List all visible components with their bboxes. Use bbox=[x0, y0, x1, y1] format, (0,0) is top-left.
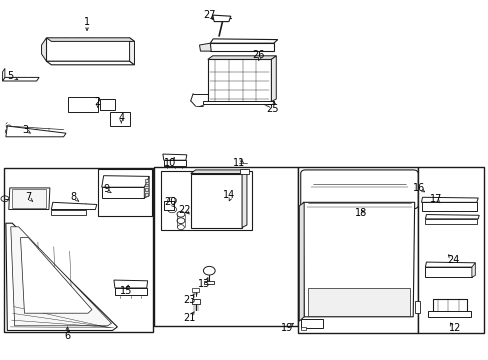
Polygon shape bbox=[100, 99, 115, 110]
Polygon shape bbox=[9, 188, 50, 210]
Polygon shape bbox=[46, 61, 134, 65]
Polygon shape bbox=[2, 68, 5, 81]
Polygon shape bbox=[301, 327, 305, 330]
Polygon shape bbox=[190, 174, 242, 228]
Polygon shape bbox=[425, 219, 476, 224]
Polygon shape bbox=[425, 215, 478, 219]
Bar bbox=[145, 188, 148, 191]
Text: 11: 11 bbox=[232, 158, 244, 168]
Polygon shape bbox=[163, 154, 186, 160]
Polygon shape bbox=[242, 170, 246, 228]
Bar bbox=[145, 193, 148, 196]
Circle shape bbox=[203, 266, 215, 275]
Text: 26: 26 bbox=[251, 50, 264, 60]
Polygon shape bbox=[6, 223, 117, 330]
Text: 27: 27 bbox=[203, 10, 215, 20]
Text: 24: 24 bbox=[447, 255, 459, 265]
Polygon shape bbox=[20, 238, 92, 313]
Bar bbox=[154, 167, 298, 326]
Text: 23: 23 bbox=[183, 294, 196, 305]
Text: 8: 8 bbox=[70, 192, 76, 202]
Bar bbox=[417, 167, 483, 333]
Polygon shape bbox=[46, 38, 129, 61]
Circle shape bbox=[167, 197, 176, 204]
Text: 17: 17 bbox=[429, 194, 442, 204]
Bar bbox=[161, 171, 251, 230]
Text: 2: 2 bbox=[95, 96, 101, 107]
Polygon shape bbox=[199, 43, 211, 51]
Bar bbox=[98, 169, 151, 216]
Polygon shape bbox=[46, 38, 134, 41]
Text: 14: 14 bbox=[222, 190, 235, 200]
Bar bbox=[145, 184, 148, 186]
Bar bbox=[4, 168, 153, 332]
Text: 9: 9 bbox=[103, 184, 109, 194]
Polygon shape bbox=[41, 38, 46, 61]
Polygon shape bbox=[207, 59, 271, 102]
Polygon shape bbox=[212, 15, 230, 22]
Polygon shape bbox=[102, 187, 144, 198]
Polygon shape bbox=[210, 43, 273, 51]
Text: 6: 6 bbox=[64, 330, 70, 341]
Polygon shape bbox=[51, 210, 85, 215]
Polygon shape bbox=[427, 311, 470, 317]
Text: 7: 7 bbox=[25, 192, 31, 202]
Text: 13: 13 bbox=[198, 279, 210, 289]
Polygon shape bbox=[307, 288, 409, 316]
Polygon shape bbox=[271, 56, 276, 102]
Text: 1: 1 bbox=[84, 17, 90, 27]
Polygon shape bbox=[163, 160, 185, 166]
Polygon shape bbox=[303, 202, 414, 317]
Polygon shape bbox=[191, 299, 199, 304]
Polygon shape bbox=[163, 201, 173, 210]
Polygon shape bbox=[114, 280, 147, 288]
Bar bbox=[298, 167, 417, 333]
Polygon shape bbox=[239, 169, 249, 174]
Circle shape bbox=[167, 206, 176, 213]
Text: 16: 16 bbox=[412, 183, 425, 193]
Text: 5: 5 bbox=[8, 71, 14, 81]
Polygon shape bbox=[421, 197, 477, 202]
Polygon shape bbox=[301, 319, 322, 328]
Polygon shape bbox=[190, 170, 246, 174]
Polygon shape bbox=[110, 112, 129, 126]
Text: 22: 22 bbox=[178, 204, 191, 215]
Polygon shape bbox=[421, 202, 476, 211]
Text: 25: 25 bbox=[266, 104, 279, 114]
Polygon shape bbox=[203, 101, 273, 104]
Polygon shape bbox=[129, 38, 134, 65]
Text: 12: 12 bbox=[447, 323, 460, 333]
Polygon shape bbox=[144, 176, 149, 198]
Polygon shape bbox=[207, 56, 276, 59]
Text: 10: 10 bbox=[163, 158, 176, 168]
Polygon shape bbox=[2, 77, 39, 81]
Polygon shape bbox=[425, 262, 474, 267]
Polygon shape bbox=[299, 202, 304, 321]
Bar bbox=[145, 179, 148, 182]
Text: 20: 20 bbox=[163, 197, 176, 207]
Polygon shape bbox=[11, 227, 111, 326]
Text: 19: 19 bbox=[281, 323, 293, 333]
Polygon shape bbox=[51, 202, 97, 210]
Text: 3: 3 bbox=[22, 125, 28, 135]
Polygon shape bbox=[115, 288, 146, 295]
Text: 15: 15 bbox=[120, 286, 132, 296]
Polygon shape bbox=[471, 263, 474, 277]
Polygon shape bbox=[6, 126, 66, 137]
Text: 18: 18 bbox=[354, 208, 366, 218]
Polygon shape bbox=[210, 39, 277, 43]
Polygon shape bbox=[425, 267, 471, 277]
Text: 4: 4 bbox=[118, 113, 124, 123]
Polygon shape bbox=[204, 281, 214, 284]
Polygon shape bbox=[192, 288, 199, 292]
Polygon shape bbox=[12, 189, 46, 208]
Polygon shape bbox=[102, 176, 149, 187]
Polygon shape bbox=[68, 97, 98, 112]
FancyBboxPatch shape bbox=[300, 170, 417, 209]
Text: 21: 21 bbox=[183, 312, 196, 323]
Polygon shape bbox=[414, 301, 419, 313]
